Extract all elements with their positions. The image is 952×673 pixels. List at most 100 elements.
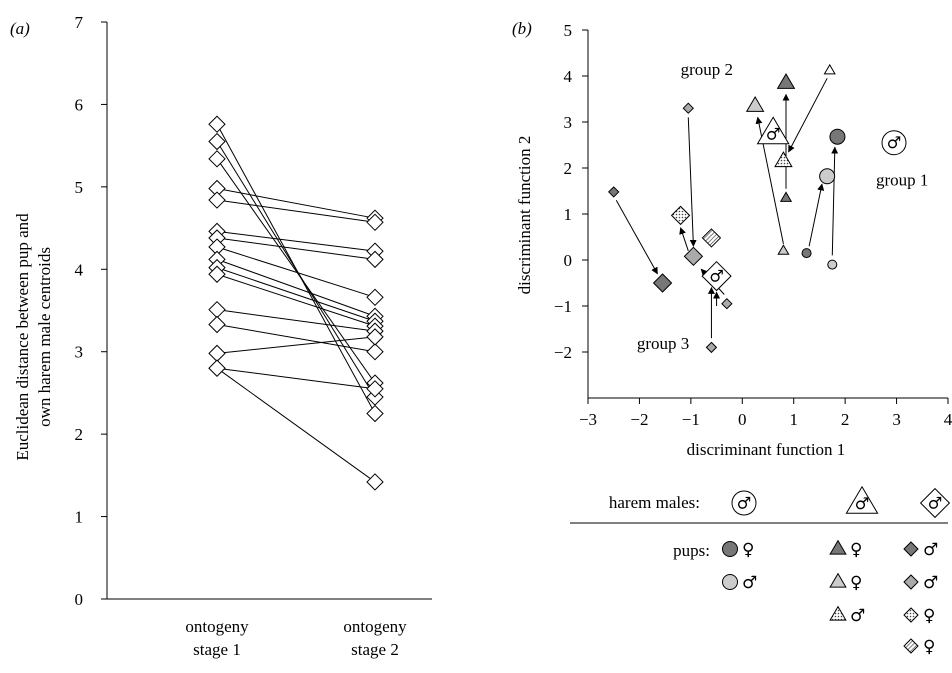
trajectory-arrow — [789, 78, 828, 152]
series-line — [217, 247, 375, 297]
panel-b-label: (b) — [512, 19, 532, 38]
legend-pup-symbol — [830, 607, 846, 621]
data-point — [209, 317, 225, 333]
pup-point — [702, 229, 720, 247]
data-point — [367, 474, 383, 490]
legend-pup-symbol — [904, 542, 918, 556]
panel-b-x-axis-label: discriminant function 1 — [687, 440, 846, 459]
legend-pup-symbol — [830, 574, 846, 588]
group-label: group 2 — [681, 60, 733, 79]
y-tick-label: 2 — [564, 159, 573, 178]
y-tick-label: 2 — [75, 425, 84, 444]
male-symbol: ♂ — [766, 125, 781, 144]
series-line — [217, 325, 375, 352]
series-line — [217, 274, 375, 326]
y-tick-label: 0 — [75, 590, 84, 609]
pup-point — [778, 245, 789, 254]
y-tick-label: 7 — [75, 13, 84, 32]
y-tick-label: 0 — [564, 251, 573, 270]
trajectory-arrow — [681, 228, 689, 251]
pup-point — [802, 249, 811, 258]
pup-point — [654, 274, 672, 292]
x-tick-label: 1 — [789, 410, 798, 429]
pup-point — [684, 247, 702, 265]
legend: harem males: pups: ♂ ♂ ♂ ♀ ♂ ♀ ♀ ♂ ♂ ♂ ♀ ♀ — [570, 487, 949, 657]
pup-point — [747, 97, 764, 111]
y-tick-label: 5 — [75, 178, 84, 197]
panel-a-y-axis-label-line1: Euclidean distance between pup and — [13, 213, 32, 461]
legend-pup-symbol — [723, 542, 738, 557]
legend-pup-symbol — [904, 608, 918, 622]
legend-pup-symbol — [723, 575, 738, 590]
pup-point — [722, 299, 732, 309]
y-tick-label: 4 — [75, 260, 84, 279]
legend-pups-label: pups: — [673, 541, 710, 560]
pup-point — [820, 169, 835, 184]
data-point — [209, 360, 225, 376]
pup-point — [609, 187, 619, 197]
legend-harem-male: ♂ — [846, 487, 877, 513]
data-point — [209, 116, 225, 132]
x-tick-label: 4 — [944, 410, 952, 429]
legend-sex-symbol: ♂ — [923, 540, 938, 560]
y-tick-label: −2 — [554, 343, 572, 362]
data-point — [209, 345, 225, 361]
legend-sex-symbol: ♀ — [923, 606, 935, 626]
trajectory-arrow — [616, 200, 657, 274]
data-point — [367, 344, 383, 360]
x-tick-label: 2 — [841, 410, 850, 429]
x-category-label: ontogeny — [185, 617, 249, 636]
legend-sex-symbol: ♀ — [923, 637, 935, 657]
male-symbol: ♂ — [928, 493, 943, 512]
series-line — [217, 337, 375, 353]
legend-sex-symbol: ♀ — [742, 540, 754, 560]
data-point — [367, 406, 383, 422]
harem-male-point: ♂ — [882, 131, 906, 155]
data-point — [209, 134, 225, 150]
trajectory-arrow — [809, 184, 822, 246]
x-tick-label: 3 — [892, 410, 901, 429]
y-tick-label: 4 — [564, 67, 573, 86]
pup-point — [706, 342, 716, 352]
y-tick-label: 1 — [564, 205, 573, 224]
pup-point — [828, 260, 837, 269]
series-line — [217, 142, 375, 398]
panel-b-y-axis-label: discriminant function 2 — [515, 136, 534, 295]
pup-point — [781, 192, 792, 201]
y-tick-label: 5 — [564, 21, 573, 40]
legend-harem-male: ♂ — [732, 491, 756, 515]
data-point — [209, 151, 225, 167]
y-tick-label: 6 — [75, 95, 84, 114]
panel-a-y-axis-label-line2: own harem male centroids — [35, 247, 54, 427]
x-tick-label: −2 — [630, 410, 648, 429]
legend-sex-symbol: ♂ — [923, 573, 938, 593]
pup-point — [683, 103, 693, 113]
y-tick-label: −1 — [554, 297, 572, 316]
legend-sex-symbol: ♂ — [742, 573, 757, 593]
y-tick-label: 1 — [75, 508, 84, 527]
y-tick-label: 3 — [75, 343, 84, 362]
male-symbol: ♂ — [855, 494, 870, 513]
pup-point — [830, 129, 845, 144]
group-label: group 3 — [637, 334, 689, 353]
legend-pup-symbol — [904, 639, 918, 653]
group-label: group 1 — [876, 171, 928, 190]
data-point — [367, 289, 383, 305]
x-category-label: stage 1 — [193, 640, 241, 659]
x-category-label: stage 2 — [351, 640, 399, 659]
pup-point — [672, 206, 690, 224]
legend-pup-symbol — [830, 541, 846, 555]
legend-pup-symbol — [904, 575, 918, 589]
male-symbol: ♂ — [709, 267, 724, 286]
x-tick-label: −3 — [579, 410, 597, 429]
legend-harem-label: harem males: — [609, 493, 700, 512]
harem-male-point: ♂ — [758, 117, 789, 143]
legend-sex-symbol: ♀ — [850, 573, 862, 593]
data-point — [209, 192, 225, 208]
trajectory-arrow — [688, 117, 693, 246]
pup-point — [824, 65, 835, 74]
x-tick-label: 0 — [738, 410, 747, 429]
y-tick-label: 3 — [564, 113, 573, 132]
male-symbol: ♂ — [887, 133, 902, 152]
